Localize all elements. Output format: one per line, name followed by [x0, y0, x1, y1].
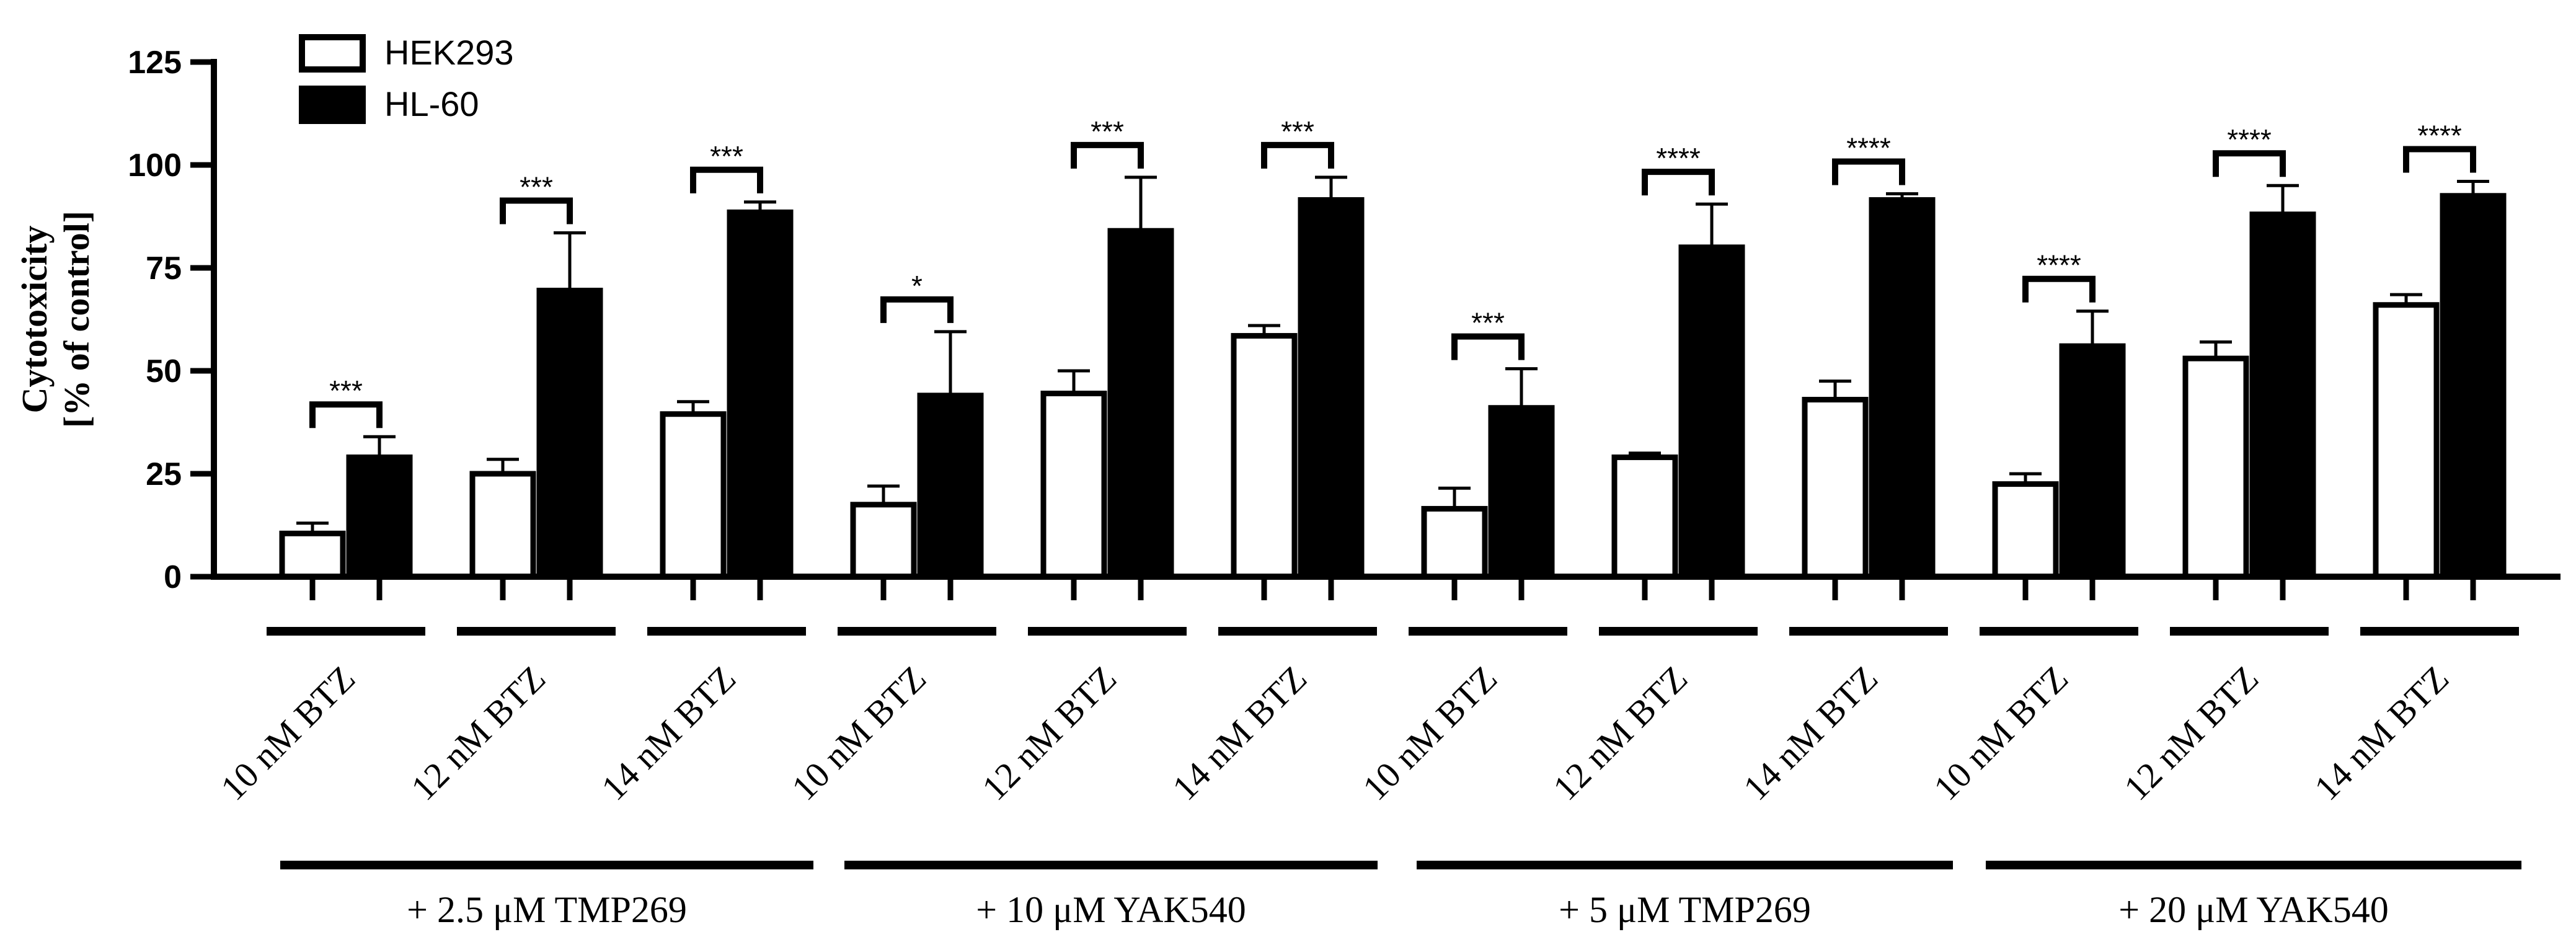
bar-hek293: [469, 471, 536, 580]
y-tick-label: 100: [128, 148, 182, 184]
group-rows: + 2.5 μM TMP269 + 10 μM YAK540 + 5 μM TMP2…: [280, 861, 2521, 930]
significance-bracket: [500, 197, 573, 224]
significance-label: ****: [1846, 131, 1891, 164]
category-label: 14 nM BTZ: [593, 658, 743, 808]
bar-hl60: [917, 393, 984, 580]
category-label: 12 nM BTZ: [1545, 658, 1695, 808]
y-tick-label: 75: [146, 251, 182, 286]
group-label: + 20 μM YAK540: [2118, 889, 2388, 930]
significance-label: ***: [329, 375, 363, 407]
significance-label: ****: [1656, 142, 1701, 174]
significance-bracket: [2403, 146, 2476, 173]
category-label: 12 nM BTZ: [974, 658, 1124, 808]
category-label: 10 nM BTZ: [1926, 658, 2076, 808]
y-axis-label-line2: [% of control]: [56, 211, 97, 428]
bar-hek293: [1992, 481, 2059, 580]
category-label: 14 nM BTZ: [1735, 658, 1885, 808]
bar-hek293: [2182, 355, 2249, 580]
bar-hl60: [1107, 228, 1174, 580]
significance-label: ****: [2417, 120, 2462, 152]
significance-bracket: [1642, 169, 1715, 196]
bar-hek293: [2373, 302, 2440, 580]
bar-hl60: [2249, 211, 2316, 580]
significance-bracket: [880, 296, 954, 323]
bar-hl60: [2440, 193, 2507, 580]
bar-hl60: [1488, 405, 1555, 580]
bar-hl60: [536, 288, 603, 580]
bar-hl60: [1298, 197, 1365, 580]
significance-bracket: [690, 166, 763, 193]
bar-hek293: [1231, 333, 1298, 580]
y-tick-label: 0: [164, 559, 182, 595]
bar-hl60: [727, 209, 794, 580]
legend-label-hl60: HL-60: [384, 84, 479, 123]
category-label: 10 nM BTZ: [1355, 658, 1505, 808]
significance-bracket: [1832, 158, 1905, 185]
significance-bracket: [1451, 333, 1525, 360]
significance-bracket: [2022, 275, 2096, 303]
significance-label: *: [911, 270, 923, 302]
legend: HEK293 HL-60: [299, 33, 514, 124]
legend-label-hek293: HEK293: [384, 33, 514, 72]
bar-hek293: [279, 530, 346, 580]
significance-bracket: [1261, 141, 1334, 169]
significance-label: ***: [1091, 115, 1124, 148]
bar-hek293: [660, 411, 727, 580]
significance-label: ****: [2227, 123, 2272, 156]
significance-bracket: [1071, 141, 1144, 169]
bar-hek293: [1421, 505, 1488, 580]
significance-label: ****: [2037, 249, 2081, 282]
category-label: 12 nM BTZ: [2116, 658, 2266, 808]
y-tick-label: 25: [146, 456, 182, 492]
group-label: + 10 μM YAK540: [976, 889, 1246, 930]
bar-hek293: [850, 502, 917, 580]
x-axis: 10 nM BTZ 12 nM BTZ 14 nM BTZ 10 nM BTZ 12 n…: [211, 574, 2561, 808]
bar-hek293: [1802, 396, 1869, 580]
y-tick-label: 50: [146, 353, 182, 389]
group-label: + 5 μM TMP269: [1559, 889, 1811, 930]
legend-swatch-hek293: [299, 34, 366, 73]
bar-hek293: [1040, 391, 1107, 580]
category-label: 12 nM BTZ: [403, 658, 553, 808]
bar-hek293: [1611, 454, 1678, 580]
significance-bracket: [2213, 150, 2286, 177]
bar-hl60: [346, 454, 413, 580]
bar-hl60: [1678, 244, 1745, 580]
significance-label: ***: [1471, 307, 1505, 339]
significance-bracket: [309, 401, 383, 428]
bar-hl60: [2059, 343, 2126, 580]
category-label: 10 nM BTZ: [213, 658, 363, 808]
bars: ************* ********** ************ ****: [279, 115, 2507, 580]
significance-label: ***: [520, 171, 553, 203]
category-label: 10 nM BTZ: [784, 658, 934, 808]
bar-hl60: [1869, 197, 1936, 580]
y-axis-label-line1: Cytotoxicity: [14, 226, 55, 414]
legend-swatch-hl60: [299, 86, 366, 124]
group-label: + 2.5 μM TMP269: [407, 889, 687, 930]
y-axis: 0 25 50 75 100 125: [128, 45, 217, 595]
significance-label: ***: [710, 140, 743, 172]
category-label: 14 nM BTZ: [2306, 658, 2456, 808]
category-label: 14 nM BTZ: [1164, 658, 1314, 808]
y-tick-label: 125: [128, 45, 182, 81]
significance-label: ***: [1281, 115, 1314, 148]
